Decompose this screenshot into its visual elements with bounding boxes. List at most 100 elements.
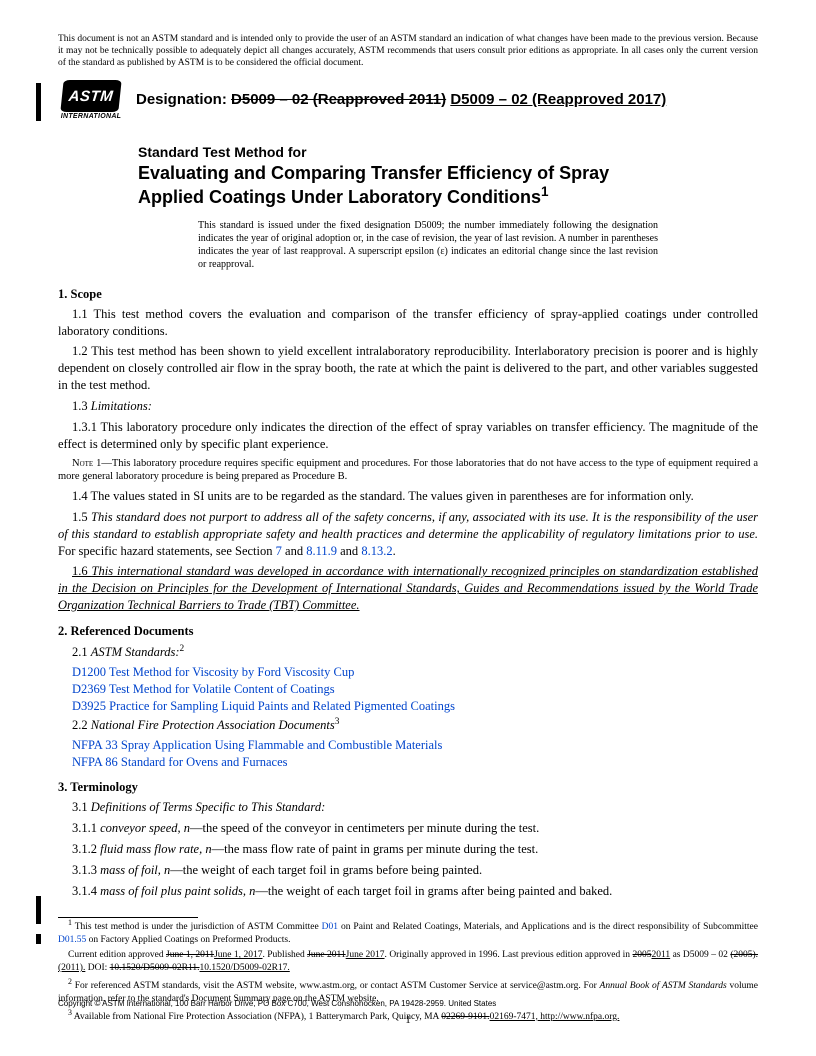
title-main: Evaluating and Comparing Transfer Effici…: [138, 162, 718, 209]
ref-d3925-link[interactable]: D3925: [72, 699, 106, 713]
copyright-line: Copyright © ASTM International, 100 Barr…: [58, 999, 496, 1008]
designation-line: Designation: D5009 – 02 (Reapproved 2011…: [136, 90, 666, 110]
fn1-new5: 10.1520/D5009-02R17.: [200, 963, 290, 973]
xref-8-13-2[interactable]: 8.13.2: [361, 544, 392, 558]
fn1-b: on Paint and Related Coatings, Materials…: [338, 923, 758, 933]
footnote-2-mark: 2: [180, 644, 185, 654]
term-conveyor-speed: conveyor speed, n: [100, 821, 190, 835]
para-3-1-1: 3.1.1 conveyor speed, n—the speed of the…: [58, 820, 758, 837]
ref-d1200-title[interactable]: Test Method for Viscosity by Ford Viscos…: [106, 665, 354, 679]
fn1-new4: (2011).: [58, 963, 85, 973]
fn2-i: Annual Book of ASTM Standards: [600, 981, 727, 991]
para-1-3: 1.3 Limitations:: [58, 398, 758, 415]
def-mass-foil-paint: —the weight of each target foil in grams…: [255, 884, 612, 898]
para-1-5: 1.5 This standard does not purport to ad…: [58, 509, 758, 560]
limitations-label: Limitations:: [91, 399, 152, 413]
para-3-1-2-num: 3.1.2: [72, 842, 100, 856]
term-fluid-mass: fluid mass flow rate, n: [100, 842, 211, 856]
section-refdocs-head: 2. Referenced Documents: [58, 624, 758, 639]
masthead: ASTM INTERNATIONAL Designation: D5009 – …: [58, 80, 758, 120]
ref-d2369: D2369 Test Method for Volatile Content o…: [58, 682, 758, 697]
para-1-6-num: 1.6: [72, 564, 92, 578]
ref-d3925: D3925 Practice for Sampling Liquid Paint…: [58, 699, 758, 714]
astm-logo-mark: ASTM: [60, 80, 121, 112]
para-1-3-num: 1.3: [72, 399, 91, 413]
ref-nfpa33: NFPA 33 Spray Application Using Flammabl…: [58, 738, 758, 753]
sep-and-1: and: [282, 544, 306, 558]
para-3-1-1-num: 3.1.1: [72, 821, 100, 835]
fn1-d0155[interactable]: D01.55: [58, 935, 86, 945]
ref-d2369-link[interactable]: D2369: [72, 682, 106, 696]
term-mass-foil-paint: mass of foil plus paint solids, n: [100, 884, 255, 898]
title-block: Standard Test Method for Evaluating and …: [138, 144, 718, 271]
fn1-old3: 2005: [633, 950, 652, 960]
ref-d1200-link[interactable]: D1200: [72, 665, 106, 679]
para-3-1: 3.1 Definitions of Terms Specific to Thi…: [58, 799, 758, 816]
ref-nfpa33-link[interactable]: NFPA 33: [72, 738, 118, 752]
para-1-5-post: For specific hazard statements, see Sect…: [58, 544, 276, 558]
ref-d3925-title[interactable]: Practice for Sampling Liquid Paints and …: [106, 699, 455, 713]
fn1-new2: June 2017: [346, 950, 385, 960]
astm-logo-sub: INTERNATIONAL: [61, 113, 122, 120]
fn1-old2: June 2011: [307, 950, 346, 960]
para-1-6: 1.6 This international standard was deve…: [58, 563, 758, 614]
footnote-1-edition: Current edition approved June 1, 2011Jun…: [58, 949, 758, 975]
section-terminology-head: 3. Terminology: [58, 780, 758, 795]
definitions-label: Definitions of Terms Specific to This St…: [91, 800, 326, 814]
para-3-1-2: 3.1.2 fluid mass flow rate, n—the mass f…: [58, 841, 758, 858]
fn2-a: For referenced ASTM standards, visit the…: [72, 981, 600, 991]
sep-and-2: and: [337, 544, 361, 558]
footnote-1: 1 This test method is under the jurisdic…: [58, 918, 758, 947]
title-footnote: 1: [541, 184, 549, 199]
para-3-1-3: 3.1.3 mass of foil, n—the weight of each…: [58, 862, 758, 879]
note-1: Note 1—This laboratory procedure require…: [58, 457, 758, 484]
fn1-d01[interactable]: D01: [322, 923, 338, 933]
designation-label: Designation:: [136, 91, 227, 108]
para-3-1-4-num: 3.1.4: [72, 884, 100, 898]
para-2-2: 2.2 National Fire Protection Association…: [58, 716, 758, 734]
para-3-1-3-num: 3.1.3: [72, 863, 100, 877]
fn1-g: as D5009 – 02: [670, 950, 730, 960]
para-3-1-4: 3.1.4 mass of foil plus paint solids, n—…: [58, 883, 758, 900]
para-1-1: 1.1 This test method covers the evaluati…: [58, 306, 758, 340]
fn1-new3: 2011: [652, 950, 671, 960]
change-bar: [36, 83, 41, 121]
title-for: Standard Test Method for: [138, 144, 718, 160]
def-fluid-mass: —the mass flow rate of paint in grams pe…: [212, 842, 539, 856]
ref-nfpa33-title[interactable]: Spray Application Using Flammable and Co…: [118, 738, 443, 752]
fn1-old5: 10.1520/D5009-02R11.: [110, 963, 200, 973]
fn1-h: DOI:: [85, 963, 109, 973]
footnote-3-mark: 3: [335, 717, 340, 727]
fn1-d: Current edition approved: [68, 950, 166, 960]
page: This document is not an ASTM standard an…: [0, 0, 816, 1056]
para-1-5-num: 1.5: [72, 510, 91, 524]
def-conveyor-speed: —the speed of the conveyor in centimeter…: [190, 821, 539, 835]
top-notice: This document is not an ASTM standard an…: [58, 34, 758, 70]
para-2-2-num: 2.2: [72, 718, 91, 732]
xref-8-11-9[interactable]: 8.11.9: [306, 544, 337, 558]
note-1-label: Note 1: [72, 458, 101, 469]
ref-d1200: D1200 Test Method for Viscosity by Ford …: [58, 665, 758, 680]
para-1-5-italic: This standard does not purport to addres…: [58, 510, 758, 541]
para-2-1: 2.1 ASTM Standards:2: [58, 643, 758, 661]
ref-nfpa86-link[interactable]: NFPA 86: [72, 755, 118, 769]
fn1-old4: (2005).: [730, 950, 758, 960]
designation-new: D5009 – 02 (Reapproved 2017): [450, 91, 666, 108]
para-3-1-num: 3.1: [72, 800, 91, 814]
page-number: 1: [0, 1014, 816, 1026]
fn1-f: . Originally approved in 1996. Last prev…: [385, 950, 633, 960]
para-2-1-num: 2.1: [72, 645, 91, 659]
change-bar: [36, 934, 41, 944]
ref-nfpa86-title[interactable]: Standard for Ovens and Furnaces: [118, 755, 288, 769]
title-line1: Evaluating and Comparing Transfer Effici…: [138, 163, 609, 183]
title-line2: Applied Coatings Under Laboratory Condit…: [138, 187, 541, 207]
para-1-6-text: This international standard was develope…: [58, 564, 758, 612]
term-mass-foil: mass of foil, n: [100, 863, 170, 877]
para-1-5-end: .: [393, 544, 396, 558]
fn1-a: This test method is under the jurisdicti…: [72, 923, 322, 933]
ref-d2369-title[interactable]: Test Method for Volatile Content of Coat…: [106, 682, 335, 696]
astm-standards-label: ASTM Standards:: [91, 645, 180, 659]
fn1-new1: June 1, 2017: [214, 950, 262, 960]
section-scope-head: 1. Scope: [58, 287, 758, 302]
fn1-c: on Factory Applied Coatings on Preformed…: [86, 935, 290, 945]
